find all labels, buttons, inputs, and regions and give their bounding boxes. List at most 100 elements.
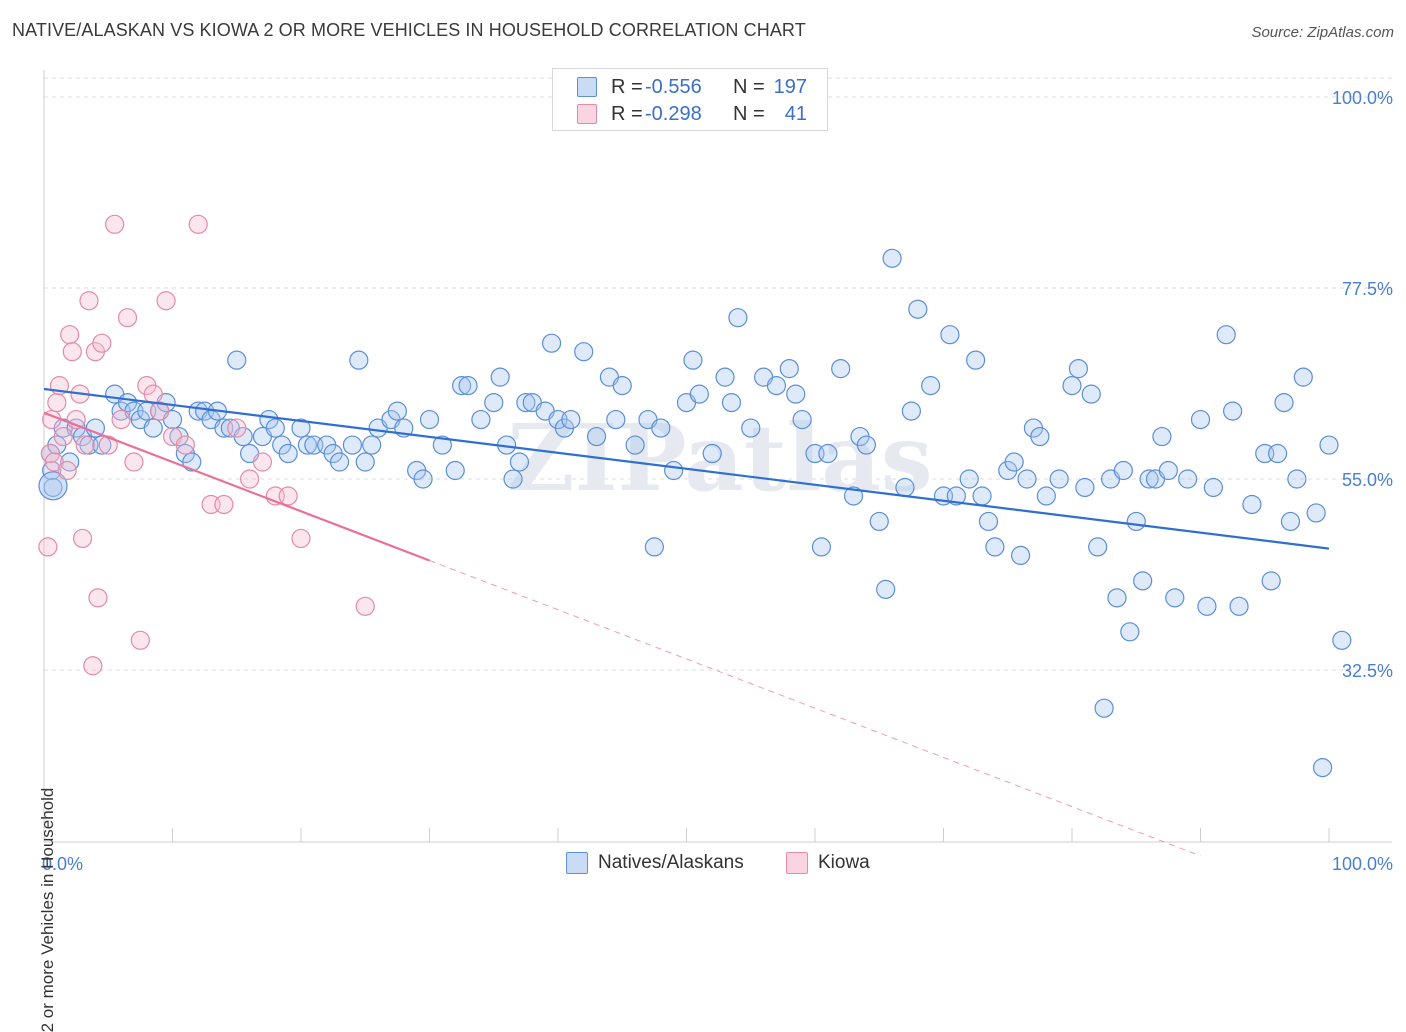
natives-point <box>1223 401 1243 421</box>
kiowa-point <box>227 418 247 438</box>
natives-point <box>38 471 68 501</box>
n-label: N = <box>733 75 765 98</box>
kiowa-point <box>60 325 80 345</box>
natives-point <box>541 333 562 353</box>
natives-point <box>1068 359 1089 379</box>
natives-point <box>1139 469 1159 489</box>
natives-point <box>1036 486 1056 506</box>
natives-point <box>413 469 433 489</box>
natives-point <box>1017 469 1037 489</box>
natives-point <box>1190 409 1211 430</box>
natives-point <box>1113 460 1134 481</box>
kiowa-point <box>111 409 131 430</box>
x-tick-label-left: 0.0% <box>42 854 83 874</box>
natives-point <box>651 418 671 438</box>
natives-point <box>458 376 478 396</box>
natives-point <box>362 435 382 455</box>
natives-point <box>940 325 960 345</box>
natives-point <box>625 435 645 455</box>
chart-title: NATIVE/ALASKAN VS KIOWA 2 OR MORE VEHICL… <box>12 20 806 40</box>
natives-point <box>978 511 999 532</box>
legend-row-natives: R = -0.556 N = 197 <box>577 74 807 100</box>
natives-point <box>432 435 452 455</box>
legend-row-kiowa: R = -0.298 N = 41 <box>577 101 807 127</box>
tick-labels: 100.0% 77.5% 55.0% 32.5% 0.0% 100.0% <box>42 88 1393 874</box>
natives-point <box>1126 511 1146 532</box>
natives-point <box>644 537 664 557</box>
natives-point <box>484 393 504 413</box>
natives-point <box>779 359 799 379</box>
n-value: 41 <box>784 102 807 125</box>
n-value: 197 <box>773 75 807 98</box>
r-value: -0.556 <box>645 75 702 98</box>
kiowa-point <box>156 291 176 311</box>
natives-point <box>683 350 703 370</box>
r-value: -0.298 <box>645 102 702 125</box>
natives-point <box>1197 596 1217 616</box>
natives-point <box>715 367 735 387</box>
natives-point <box>1306 503 1326 523</box>
natives-point <box>561 409 581 430</box>
natives-point <box>1107 588 1127 608</box>
kiowa-point <box>105 214 125 234</box>
natives-point <box>606 409 626 430</box>
natives-point <box>908 299 928 319</box>
natives-point <box>509 452 530 472</box>
kiowa-point <box>355 596 375 616</box>
r-label: R = <box>611 75 643 98</box>
natives-point <box>1267 443 1288 464</box>
natives-point <box>831 359 851 379</box>
natives-point <box>1004 452 1024 472</box>
natives-point <box>1242 494 1262 515</box>
natives-point <box>471 409 491 430</box>
natives-point <box>291 418 311 438</box>
natives-point <box>1280 511 1301 532</box>
kiowa-point <box>88 588 108 608</box>
natives-point <box>869 511 889 532</box>
natives-point <box>1261 571 1281 591</box>
natives-point <box>972 486 992 506</box>
natives-point <box>818 443 838 464</box>
natives-point <box>1075 477 1095 498</box>
natives-point <box>876 579 896 599</box>
natives-point <box>1030 426 1050 447</box>
natives-point <box>1133 571 1153 591</box>
natives-point <box>490 367 510 387</box>
natives-point <box>1287 469 1307 489</box>
natives-point <box>985 537 1005 557</box>
natives-point <box>452 376 472 396</box>
natives-point <box>689 384 709 404</box>
natives-points <box>38 248 1352 778</box>
natives-point <box>664 460 684 481</box>
natives-point <box>1312 758 1333 778</box>
natives-point <box>329 452 350 472</box>
natives-point <box>1120 622 1140 642</box>
kiowa-point <box>214 494 234 515</box>
kiowa-point <box>98 435 118 455</box>
natives-point <box>1081 384 1101 404</box>
natives-point <box>1216 325 1236 345</box>
natives-point <box>1319 435 1339 455</box>
kiowa-point <box>240 469 260 489</box>
natives-point <box>728 308 748 328</box>
y-tick-label: 100.0% <box>1332 88 1393 108</box>
natives-point <box>766 376 787 396</box>
kiowa-point <box>62 342 82 362</box>
natives-point <box>1165 588 1185 608</box>
natives-point <box>966 350 986 370</box>
kiowa-point <box>38 537 58 557</box>
natives-point <box>1094 698 1114 718</box>
kiowa-trend-extension <box>429 560 1201 857</box>
kiowa-point <box>75 435 95 455</box>
bottom-legend-kiowa: Kiowa <box>786 852 870 874</box>
kiowa-swatch <box>786 852 808 874</box>
natives-point <box>946 486 966 506</box>
natives-point <box>1293 367 1313 387</box>
natives-point <box>516 393 536 413</box>
natives-point <box>355 452 375 472</box>
natives-point <box>856 435 877 455</box>
kiowa-point <box>252 452 273 472</box>
natives-point <box>1229 596 1249 616</box>
natives-point <box>1010 545 1031 566</box>
natives-point <box>901 401 921 421</box>
